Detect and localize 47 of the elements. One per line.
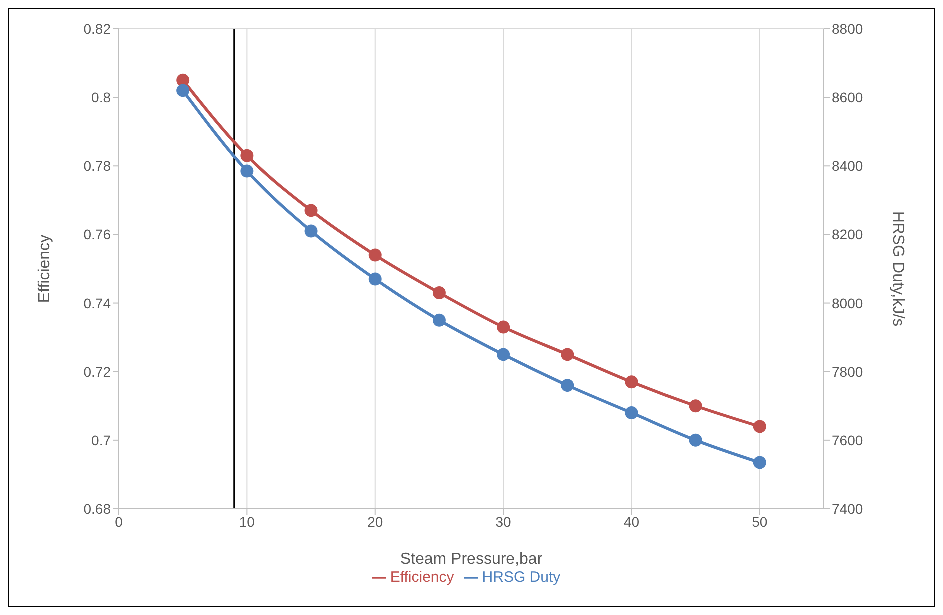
point	[240, 164, 254, 178]
y-tick-label: 0.8	[92, 90, 112, 106]
point	[753, 420, 766, 434]
x-axis-title: Steam Pressure,bar	[400, 551, 544, 568]
legend-label: Efficiency	[390, 569, 454, 586]
point	[689, 400, 702, 413]
point	[240, 149, 254, 162]
x-tick-label: 10	[239, 514, 256, 530]
y2-tick-label: 8400	[832, 158, 864, 174]
y-tick-label: 0.72	[84, 364, 112, 380]
point	[497, 348, 510, 362]
point	[497, 320, 510, 334]
point	[689, 434, 702, 447]
point	[561, 379, 574, 392]
point	[176, 84, 190, 98]
legend-label: HRSG Duty	[482, 569, 561, 586]
point	[561, 348, 574, 362]
y-tick-label: 0.74	[84, 295, 112, 312]
x-tick-label: 30	[496, 514, 512, 530]
point	[368, 248, 382, 262]
y-tick-label: 0.68	[84, 500, 112, 517]
y-tick-label: 0.7	[92, 432, 112, 448]
y-tick-label: 0.78	[84, 158, 112, 174]
y2-tick-label: 8600	[832, 90, 864, 106]
y2-tick-label: 8800	[832, 20, 864, 37]
y2-tick-label: 7400	[832, 500, 864, 517]
y2-tick-label: 8000	[832, 295, 864, 312]
point	[625, 406, 638, 420]
y-tick-label: 0.82	[84, 20, 112, 37]
point	[625, 376, 638, 389]
y2-tick-label: 8200	[832, 226, 864, 243]
point	[304, 224, 318, 238]
y-tick-label: 0.76	[84, 226, 112, 243]
y-axis-title: Efficiency	[36, 234, 54, 304]
y2-tick-label: 7800	[832, 364, 864, 380]
y2-tick-label: 7600	[832, 432, 864, 448]
x-tick-label: 50	[752, 514, 768, 530]
point	[432, 286, 446, 300]
y2-axis-title: HRSG Duty,kJ/s	[889, 211, 906, 327]
point	[176, 74, 190, 87]
point	[368, 272, 382, 286]
x-tick-label: 40	[624, 514, 640, 530]
x-tick-label: 20	[368, 514, 384, 530]
point	[753, 456, 766, 470]
point	[304, 204, 318, 218]
point	[432, 314, 446, 327]
x-tick-label: 0	[115, 514, 124, 530]
